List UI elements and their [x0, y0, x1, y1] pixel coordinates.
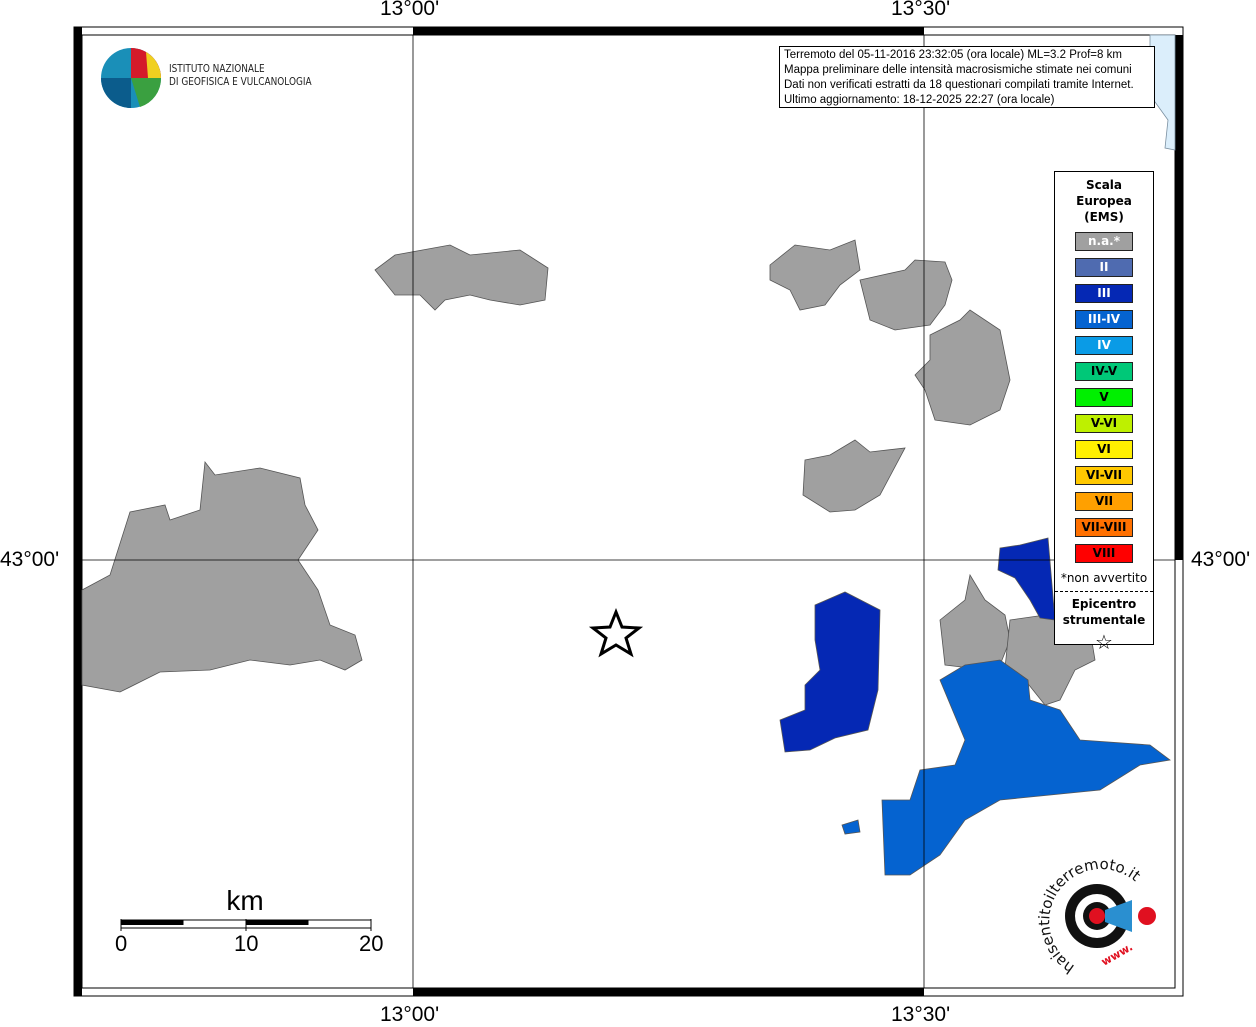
lon-tick-top-2: 13°30' — [891, 0, 951, 20]
epicenter-star-icon[interactable] — [588, 607, 644, 658]
info-line-4: Ultimo aggiornamento: 18-12-2025 22:27 (… — [784, 94, 1055, 106]
municipality-iii[interactable] — [779, 591, 881, 753]
legend-divider — [1055, 591, 1153, 592]
frame-bar-left — [74, 27, 82, 996]
legend-note: *non avvertito — [1060, 571, 1148, 585]
legend-swatch-v-vi: V-VI — [1075, 414, 1133, 433]
legend-star-icon: ☆ — [1095, 630, 1113, 654]
legend-epicenter-label: Epicentro strumentale — [1062, 597, 1146, 627]
legend-swatch-vii: VII — [1075, 492, 1133, 511]
lon-tick-bottom-1: 13°00' — [380, 1003, 440, 1026]
scale-label-0: 0 — [115, 931, 128, 956]
legend-swatch-n-a-: n.a.* — [1075, 232, 1133, 251]
lon-tick-top-1: 13°00' — [380, 0, 440, 20]
ingv-name-line2: DI GEOFISICA E VULCANOLOGIA — [169, 76, 312, 88]
municipality-na[interactable] — [802, 439, 906, 513]
municipality-na[interactable] — [939, 573, 1011, 669]
frame-bar-right — [1175, 35, 1183, 560]
intensity-legend: Scala Europea (EMS) n.a.* II III III-IV IV IV… — [1054, 171, 1154, 654]
legend-swatch-vi-vii: VI-VII — [1075, 466, 1133, 485]
scale-bar: km 0 10 20 — [110, 885, 390, 957]
ingv-globe-icon — [101, 48, 162, 108]
map-frame-inner — [81, 34, 1176, 989]
municipalities — [81, 239, 1171, 876]
legend-swatch-viii: VIII — [1075, 544, 1133, 563]
legend-swatch-vii-viii: VII-VIII — [1075, 518, 1133, 537]
lat-tick-right: 43°00' — [1191, 548, 1251, 571]
lat-tick-left: 43°00' — [0, 548, 60, 571]
municipality-iii-iv[interactable] — [841, 819, 861, 835]
legend-swatch-ii: II — [1075, 258, 1133, 277]
municipality-iii[interactable] — [997, 537, 1056, 621]
scale-unit: km — [226, 885, 264, 916]
municipality-na[interactable] — [769, 239, 861, 311]
municipality-na[interactable] — [374, 244, 549, 311]
info-line-2: Mappa preliminare delle intensità macros… — [784, 64, 1132, 76]
legend-swatch-vi: VI — [1075, 440, 1133, 459]
legend-swatch-iii: III — [1075, 284, 1133, 303]
legend-swatch-iv: IV — [1075, 336, 1133, 355]
municipality-na[interactable] — [859, 259, 953, 331]
frame-bar-bottom — [413, 988, 924, 996]
scale-label-10: 10 — [234, 931, 259, 956]
graticule — [82, 35, 1175, 988]
scale-bar-graphic — [120, 919, 372, 931]
legend-swatch-iv-v: IV-V — [1075, 362, 1133, 381]
event-info-box: Terremoto del 05-11-2016 23:32:05 (ora l… — [779, 46, 1155, 108]
legend-swatch-v: V — [1075, 388, 1133, 407]
ingv-name-line1: ISTITUTO NAZIONALE — [169, 63, 265, 75]
municipality-iii-iv[interactable] — [881, 659, 1171, 876]
lon-tick-bottom-2: 13°30' — [891, 1003, 951, 1026]
frame-bar-top — [413, 27, 924, 35]
scale-label-20: 20 — [359, 931, 384, 956]
municipality-na[interactable] — [914, 309, 1011, 426]
info-line-3: Dati non verificati estratti da 18 quest… — [784, 79, 1134, 91]
info-line-1: Terremoto del 05-11-2016 23:32:05 (ora l… — [784, 49, 1122, 61]
municipality-na[interactable] — [81, 460, 363, 693]
legend-title: Scala Europea (EMS) — [1076, 178, 1132, 224]
legend-swatch-iii-iv: III-IV — [1075, 310, 1133, 329]
